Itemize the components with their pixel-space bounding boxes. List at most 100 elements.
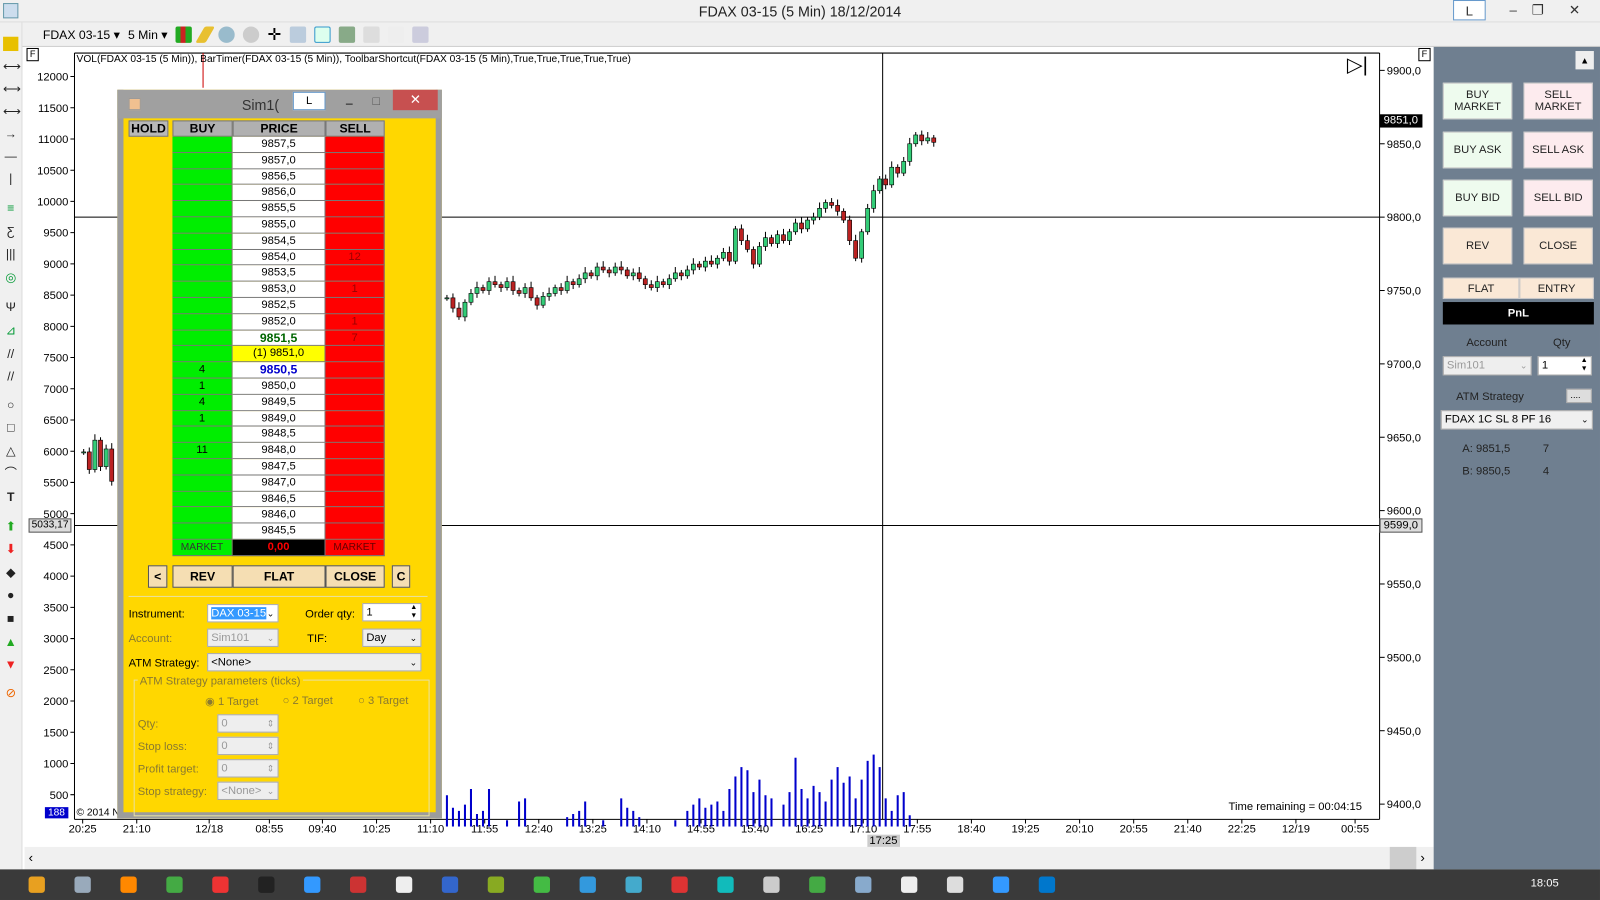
chart-trader-icon[interactable] <box>313 26 331 43</box>
arrow-up-icon[interactable]: ⬆ <box>5 519 16 534</box>
fibonacci-icon[interactable]: ≡ <box>7 201 15 216</box>
buy-cell[interactable] <box>172 201 233 218</box>
taskbar-app-icon[interactable] <box>120 876 137 893</box>
properties-icon[interactable] <box>411 26 429 43</box>
sell-ask-button[interactable]: SELL ASK <box>1523 131 1593 169</box>
chart-canvas[interactable]: 9900,0 9850,0 9800,0 9750,0 9700,0 9650,0 9600… <box>24 47 1433 847</box>
buy-cell[interactable] <box>172 523 233 540</box>
regression-channel-icon[interactable]: // <box>7 346 15 362</box>
restore-button[interactable]: ❐ <box>1531 2 1544 18</box>
triangle-up-icon[interactable]: ▲ <box>4 634 17 649</box>
atm-strategy-select[interactable]: <None> ⌄ <box>207 653 422 672</box>
dom-rev-button[interactable]: REV <box>172 565 233 588</box>
buy-cell[interactable] <box>172 507 233 524</box>
buy-cell[interactable] <box>172 281 233 298</box>
dollar-icon[interactable] <box>387 26 404 43</box>
remove-drawings-icon[interactable]: ⊘ <box>5 685 16 700</box>
scroll-left-icon[interactable]: ‹ <box>28 849 34 866</box>
ellipse-icon[interactable]: ○ <box>7 397 15 413</box>
collapse-up-icon[interactable]: ▲ <box>1575 51 1594 70</box>
buy-bid-button[interactable]: BUY BID <box>1442 179 1513 217</box>
buy-cell[interactable] <box>172 314 233 331</box>
buy-cell[interactable] <box>172 459 233 476</box>
scroll-right-icon[interactable]: › <box>1420 849 1425 866</box>
sell-cell[interactable]: 7 <box>325 330 385 347</box>
pencil-icon[interactable] <box>195 26 216 43</box>
tif-select[interactable]: Day ⌄ <box>362 628 422 647</box>
trend-channel-icon[interactable]: // <box>7 369 15 384</box>
l-button[interactable]: L <box>1453 0 1486 21</box>
rectangle-icon[interactable]: □ <box>7 420 15 435</box>
account-select[interactable]: Sim101 ⌄ <box>207 628 279 647</box>
sell-cell[interactable] <box>325 475 385 492</box>
dom-restore-button[interactable]: □ <box>372 93 380 109</box>
sell-cell[interactable] <box>325 362 385 379</box>
sell-cell[interactable] <box>325 136 385 153</box>
andrews-pitchfork-icon[interactable]: Ψ <box>5 299 16 315</box>
taskbar-app-icon[interactable] <box>763 876 780 893</box>
sell-cell[interactable] <box>325 523 385 540</box>
instrument-select[interactable]: DAX 03-15 ⌄ <box>207 604 279 623</box>
taskbar-app-icon[interactable] <box>533 876 550 893</box>
buy-ask-button[interactable]: BUY ASK <box>1442 131 1513 169</box>
sell-cell[interactable] <box>325 168 385 186</box>
center-button[interactable]: C <box>391 565 411 588</box>
triangle-icon[interactable]: △ <box>5 443 16 459</box>
buy-market-button[interactable]: BUY MARKET <box>1442 82 1513 120</box>
strategy-icon[interactable] <box>338 26 355 43</box>
sell-cell[interactable] <box>325 491 385 508</box>
sell-cell[interactable] <box>325 185 385 202</box>
close-position-button[interactable]: CLOSE <box>1523 227 1593 265</box>
taskbar-app-icon[interactable] <box>349 876 367 893</box>
dom-close-button[interactable]: ✕ <box>392 89 438 111</box>
sell-cell[interactable] <box>325 426 385 443</box>
sell-market-cell[interactable]: MARKET <box>325 539 385 556</box>
taskbar-app-icon[interactable] <box>671 876 688 893</box>
sell-cell[interactable] <box>325 394 385 411</box>
buy-cell[interactable] <box>172 475 233 492</box>
atm-strategy-select[interactable]: FDAX 1C SL 8 PF 16 ⌄ <box>1440 410 1593 430</box>
buy-cell[interactable] <box>172 185 233 202</box>
buy-cell[interactable] <box>172 217 233 234</box>
scroll-back-button[interactable]: < <box>147 565 168 588</box>
magnifier-icon[interactable] <box>289 26 306 43</box>
vertical-line-icon[interactable]: | <box>9 171 13 186</box>
crosshair-icon[interactable]: ✛ <box>267 26 282 44</box>
buy-cell[interactable] <box>172 330 233 347</box>
ruler-icon[interactable]: ⟷ <box>3 59 21 74</box>
horizontal-line-icon[interactable]: — <box>4 148 17 164</box>
sell-cell[interactable] <box>325 442 385 460</box>
dom-l-button[interactable]: L <box>292 91 326 111</box>
draw-tool-icon[interactable] <box>3 36 19 52</box>
taskbar-app-icon[interactable] <box>166 876 183 893</box>
diamond-icon[interactable]: ◆ <box>5 565 16 580</box>
target-1-radio[interactable]: ◉ 1 Target <box>205 695 259 709</box>
arc-icon[interactable]: ⌒ <box>4 466 17 481</box>
taskbar-app-icon[interactable] <box>717 876 734 893</box>
dom-close-position-button[interactable]: CLOSE <box>325 565 385 588</box>
buy-cell[interactable]: 1 <box>172 378 233 395</box>
stop-strategy-select[interactable]: <None> ⌄ <box>217 781 279 800</box>
sell-cell[interactable] <box>325 201 385 218</box>
taskbar-app-icon[interactable] <box>28 876 45 893</box>
time-zones-icon[interactable]: ||| <box>5 246 16 262</box>
arrow-down-icon[interactable]: ⬇ <box>5 541 16 557</box>
rev-button[interactable]: REV <box>1442 227 1513 265</box>
sell-market-button[interactable]: SELL MARKET <box>1523 82 1593 120</box>
dom-minimize-button[interactable]: – <box>345 95 353 111</box>
taskbar-app-icon[interactable] <box>992 876 1010 893</box>
f-marker-left[interactable]: F <box>26 47 39 62</box>
atm-config-button[interactable]: .... <box>1566 388 1592 404</box>
minimize-button[interactable]: – <box>1509 2 1517 18</box>
ray-icon[interactable]: → <box>4 126 17 141</box>
dom-flat-button[interactable]: FLAT <box>232 565 326 588</box>
sell-cell[interactable]: 12 <box>325 249 385 266</box>
taskbar-app-icon[interactable] <box>901 876 918 893</box>
qty-input[interactable]: 1 ▲ ▼ <box>1537 356 1592 376</box>
buy-cell[interactable] <box>172 346 233 363</box>
target-3-radio[interactable]: ○ 3 Target <box>358 694 409 708</box>
taskbar-app-icon[interactable] <box>625 876 642 893</box>
order-qty-input[interactable]: 1 ▲ ▼ <box>362 603 422 622</box>
sell-bid-button[interactable]: SELL BID <box>1523 179 1593 217</box>
zoom-in-icon[interactable] <box>218 26 235 43</box>
